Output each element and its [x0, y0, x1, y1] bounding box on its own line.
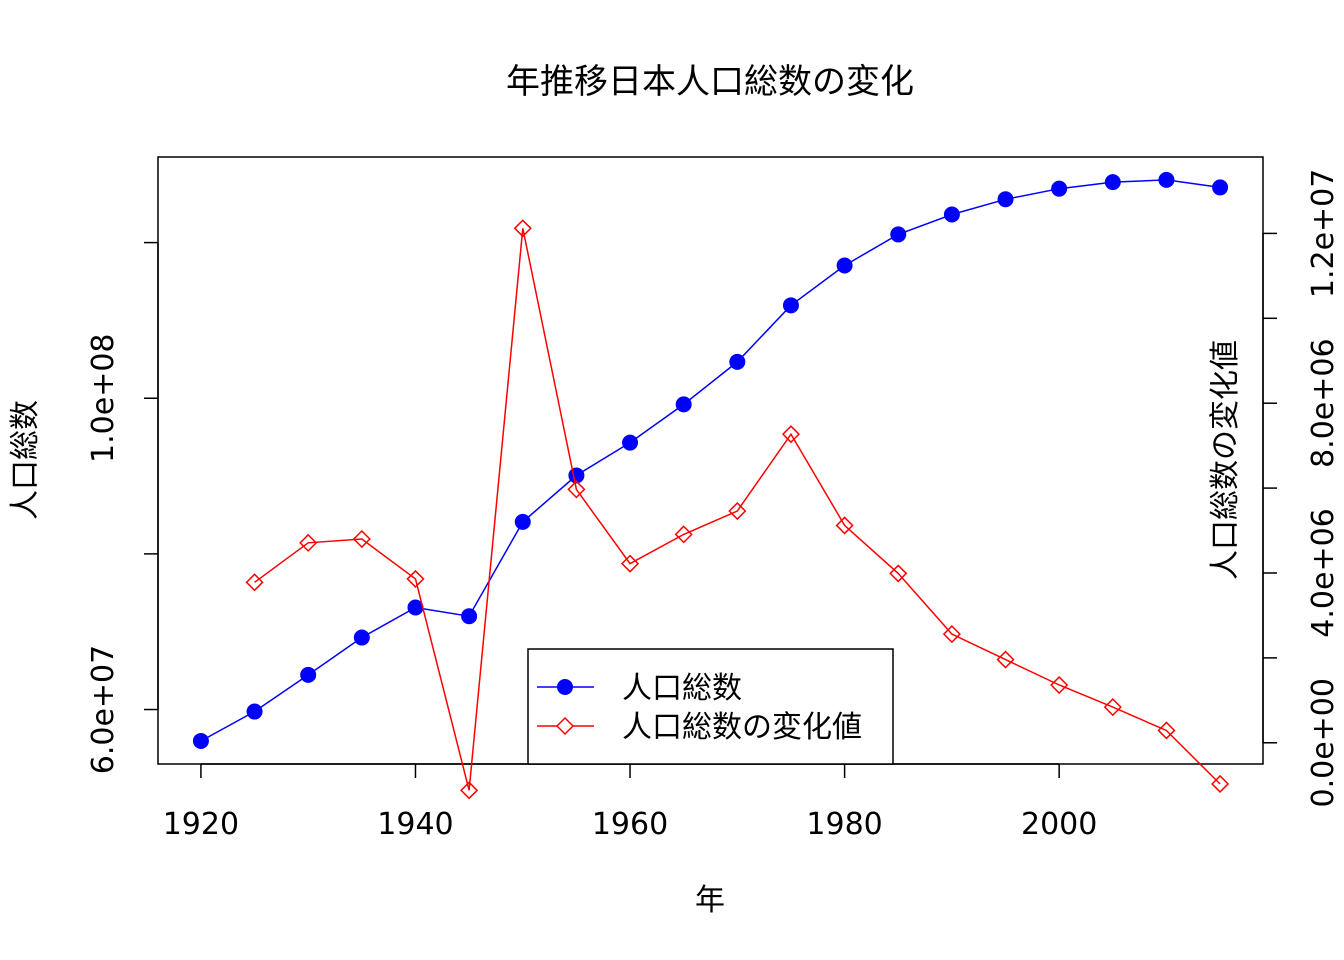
data-point — [943, 206, 960, 223]
y-tick-right-label: 0.0e+00 — [1306, 678, 1341, 807]
y-axis-left: 6.0e+07 1.0e+08 — [86, 241, 159, 774]
data-point — [192, 732, 209, 749]
data-point — [996, 650, 1015, 669]
y-tick-left-label: 1.0e+08 — [86, 334, 121, 463]
x-tick-label: 2000 — [1021, 807, 1097, 842]
series-0 — [192, 171, 1229, 749]
y-tick-right-label: 1.2e+07 — [1306, 169, 1341, 298]
data-point — [835, 516, 854, 535]
x-tick-label: 1940 — [377, 807, 453, 842]
x-axis: 1920 1940 1960 1980 2000 — [163, 763, 1097, 842]
series-line — [200, 179, 1221, 742]
data-point — [890, 226, 907, 243]
y-axis-right-label: 人口総数の変化値 — [1208, 340, 1243, 580]
legend: 人口総数 人口総数の変化値 — [527, 648, 894, 765]
data-point — [729, 353, 746, 370]
data-point — [942, 625, 961, 644]
data-point — [675, 396, 692, 413]
data-point — [407, 599, 424, 616]
y-tick-left-label: 6.0e+07 — [86, 645, 121, 774]
x-tick-label: 1980 — [806, 807, 882, 842]
data-point — [620, 554, 640, 573]
legend-marker-change — [555, 716, 575, 736]
data-point — [514, 513, 531, 530]
data-point — [460, 781, 479, 800]
data-point — [406, 569, 425, 588]
data-point — [1158, 171, 1175, 188]
y-axis-left-label: 人口総数 — [8, 400, 43, 520]
data-point — [781, 425, 801, 444]
data-point — [245, 573, 264, 592]
data-point — [567, 480, 586, 499]
data-point — [299, 533, 318, 552]
data-point — [353, 629, 370, 646]
data-point — [300, 666, 317, 683]
series-layer — [192, 171, 1230, 800]
data-point — [889, 564, 908, 583]
data-point — [622, 434, 639, 451]
data-point — [1051, 180, 1068, 197]
data-point — [246, 703, 263, 720]
data-point — [1157, 721, 1176, 740]
legend-label-population: 人口総数 — [622, 671, 742, 706]
legend-box — [527, 648, 894, 765]
series-1 — [245, 219, 1230, 800]
data-point — [513, 219, 532, 238]
chart-title: 年推移日本人口総数の変化 — [506, 62, 914, 102]
series-line — [254, 228, 1221, 791]
data-point — [1103, 698, 1122, 717]
data-point — [461, 608, 478, 625]
data-point — [1050, 675, 1069, 695]
y-tick-right-label: 4.0e+06 — [1306, 508, 1341, 637]
data-point — [1212, 179, 1229, 196]
data-point — [352, 529, 371, 549]
x-tick-label: 1960 — [592, 807, 668, 842]
x-tick-label: 1920 — [163, 807, 239, 842]
data-point — [1211, 774, 1230, 794]
data-point — [997, 191, 1014, 208]
data-point — [674, 525, 693, 544]
data-point — [782, 297, 799, 314]
data-point — [836, 257, 853, 274]
x-axis-label: 年 — [695, 883, 725, 918]
legend-marker-population — [557, 679, 573, 695]
y-tick-right-label: 8.0e+06 — [1306, 338, 1341, 467]
y-axis-right: 0.0e+00 4.0e+06 8.0e+06 1.2e+07 — [1262, 169, 1341, 808]
data-point — [1104, 174, 1121, 191]
data-point — [728, 501, 747, 521]
legend-label-change: 人口総数の変化値 — [622, 710, 862, 745]
